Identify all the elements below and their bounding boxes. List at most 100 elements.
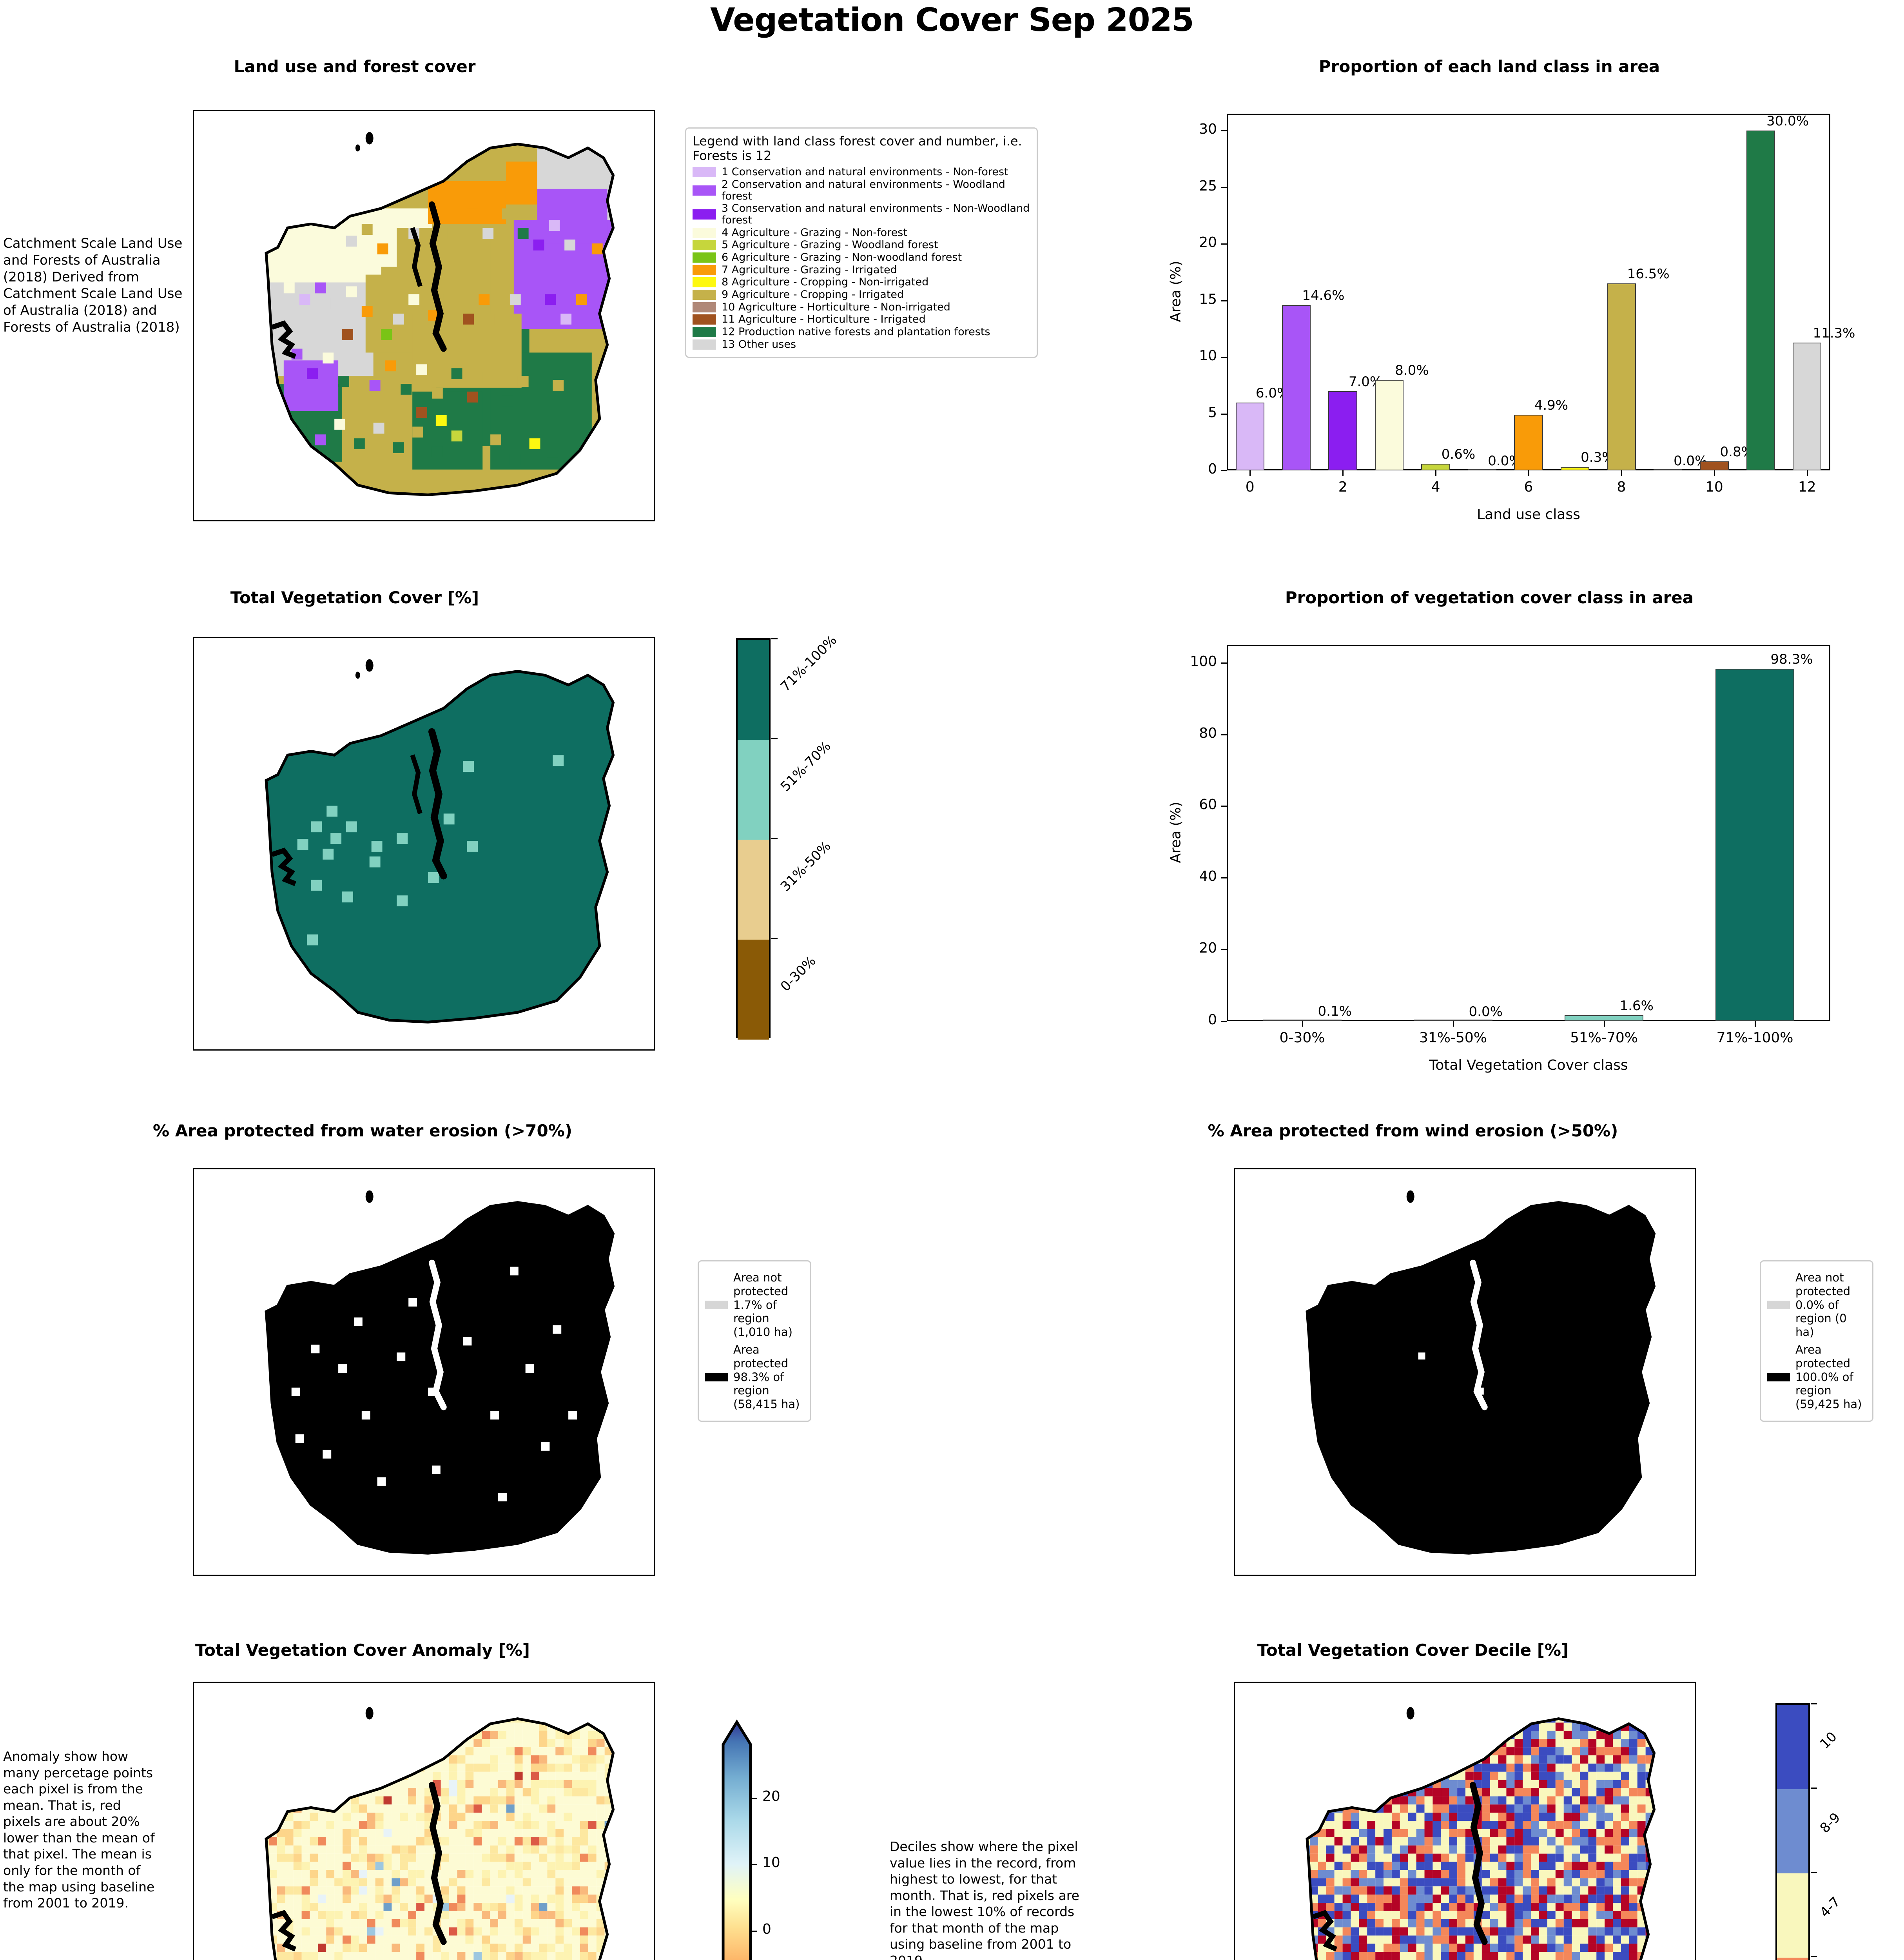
bar[interactable] (1282, 305, 1311, 470)
bar[interactable] (1235, 402, 1264, 470)
y-axis-tick (1221, 413, 1227, 415)
decile-colorbar-tick (1811, 1872, 1817, 1873)
bar[interactable] (1715, 669, 1794, 1021)
map-ytick (193, 1391, 194, 1392)
legend-color-swatch (693, 209, 716, 220)
x-axis-tick (1249, 470, 1251, 476)
land-use-map[interactable] (193, 110, 655, 521)
land-use-legend-item[interactable]: 1 Conservation and natural environments … (693, 166, 1030, 178)
bar[interactable] (1514, 415, 1543, 470)
land-use-legend-item[interactable]: 13 Other uses (693, 339, 1030, 350)
x-axis-tick-label: 0 (1245, 479, 1255, 495)
y-axis-tick-label: 80 (1199, 725, 1217, 741)
map-ytick (1234, 1391, 1235, 1392)
bar[interactable] (1793, 342, 1822, 470)
land-use-legend-item[interactable]: 12 Production native forests and plantat… (693, 326, 1030, 338)
bar[interactable] (1560, 467, 1590, 470)
land-use-legend-item[interactable]: 11 Agriculture - Horticulture - Irrigate… (693, 314, 1030, 325)
legend-item-label: 2 Conservation and natural environments … (722, 178, 1005, 202)
x-axis-tick-label: 71%-100% (1716, 1030, 1793, 1046)
veg-cover-colorbar-tick (771, 638, 778, 639)
veg-cover-map[interactable] (193, 637, 655, 1051)
anomaly-map[interactable] (193, 1682, 655, 1960)
wind-erosion-legend-item[interactable]: Area protected 100.0% of region (59,425 … (1767, 1343, 1866, 1411)
bar[interactable] (1263, 1020, 1342, 1021)
legend-color-swatch (705, 1372, 728, 1381)
bar[interactable] (1421, 463, 1450, 470)
water-erosion-legend-item[interactable]: Area protected 98.3% of region (58,415 h… (705, 1343, 804, 1411)
map-ytick (193, 334, 194, 336)
land-use-legend-item[interactable]: 6 Agriculture - Grazing - Non-woodland f… (693, 252, 1030, 263)
x-axis-tick-label: 8 (1617, 479, 1626, 495)
decile-explain-note: Deciles show where the pixel value lies … (890, 1839, 1079, 1960)
bar-value-label: 11.3% (1813, 325, 1855, 341)
decile-map[interactable] (1234, 1682, 1696, 1960)
x-axis-tick (1302, 1021, 1303, 1027)
y-axis-tick (1221, 877, 1227, 879)
decile-colorbar-segment (1777, 1873, 1808, 1958)
bar[interactable] (1746, 131, 1775, 470)
bar-value-label: 98.3% (1770, 652, 1813, 668)
land-use-legend-item[interactable]: 10 Agriculture - Horticulture - Non-irri… (693, 301, 1030, 313)
legend-color-swatch (705, 1300, 728, 1309)
legend-item-label: 11 Agriculture - Horticulture - Irrigate… (722, 313, 926, 326)
decile-colorbar-label: 4-7 (1817, 1894, 1844, 1920)
y-axis-tick-label: 100 (1190, 653, 1217, 670)
legend-item-label: Area not protected 1.7% of region (1,010… (733, 1271, 793, 1339)
land-use-legend-item[interactable]: 4 Agriculture - Grazing - Non-forest (693, 227, 1030, 239)
land-use-legend-item[interactable]: 5 Agriculture - Grazing - Woodland fores… (693, 239, 1030, 251)
legend-color-swatch (1767, 1372, 1790, 1381)
veg-cover-colorbar[interactable] (736, 638, 771, 1040)
map-xtick (245, 1575, 246, 1576)
decile-map-graphic (1306, 1707, 1656, 1960)
map-xtick (245, 520, 246, 521)
legend-color-swatch (693, 314, 716, 325)
bar[interactable] (1700, 461, 1729, 470)
bar[interactable] (1653, 469, 1683, 470)
land-use-legend-item[interactable]: 7 Agriculture - Grazing - Irrigated (693, 264, 1030, 276)
veg-cover-bar-chart[interactable]: Area (%) Total Vegetation Cover class 0.… (1144, 631, 1850, 1094)
bar[interactable] (1328, 391, 1357, 470)
x-axis-tick (1603, 1021, 1605, 1027)
wind-erosion-legend-item[interactable]: Area not protected 0.0% of region (0 ha) (1767, 1271, 1866, 1339)
x-axis-tick-label: 0-30% (1279, 1030, 1325, 1046)
y-axis-tick-label: 20 (1199, 940, 1217, 956)
water-erosion-map[interactable] (193, 1168, 655, 1576)
bar[interactable] (1467, 469, 1497, 470)
x-axis-tick-label: 6 (1524, 479, 1533, 495)
water-erosion-legend-item[interactable]: Area not protected 1.7% of region (1,010… (705, 1271, 804, 1339)
wind-erosion-legend[interactable]: Area not protected 0.0% of region (0 ha)… (1760, 1260, 1873, 1422)
wind-erosion-map-graphic (1306, 1190, 1656, 1555)
land-use-legend-item[interactable]: 9 Agriculture - Cropping - Irrigated (693, 289, 1030, 301)
x-axis-tick-label: 2 (1338, 479, 1347, 495)
bar-value-label: 0.0% (1469, 1004, 1503, 1020)
bar[interactable] (1565, 1015, 1643, 1021)
bar[interactable] (1414, 1020, 1492, 1021)
y-axis-tick-label: 15 (1199, 291, 1217, 307)
land-class-chart-title: Proportion of each land class in area (1318, 57, 1660, 76)
map-xtick (457, 520, 458, 521)
land-use-legend-item[interactable]: 3 Conservation and natural environments … (693, 203, 1030, 226)
land-use-legend-item[interactable]: 8 Agriculture - Cropping - Non-irrigated (693, 276, 1030, 288)
y-axis-tick-label: 40 (1199, 868, 1217, 885)
wind-erosion-map[interactable] (1234, 1168, 1696, 1576)
decile-colorbar-segment (1777, 1789, 1808, 1873)
y-axis-tick (1221, 1021, 1227, 1022)
bar[interactable] (1375, 379, 1404, 470)
anomaly-colorbar-tick (751, 1797, 757, 1799)
bar[interactable] (1607, 283, 1636, 470)
veg-cover-colorbar-segment (738, 840, 769, 940)
legend-item-label: 9 Agriculture - Cropping - Irrigated (722, 289, 904, 301)
decile-colorbar[interactable] (1775, 1703, 1810, 1960)
land-use-legend[interactable]: Legend with land class forest cover and … (685, 127, 1038, 358)
y-axis-tick (1221, 130, 1227, 132)
legend-color-swatch (693, 327, 716, 337)
map-xtick (1286, 1575, 1287, 1576)
decile-colorbar-tick (1811, 1788, 1817, 1789)
map-ytick (193, 240, 194, 241)
water-erosion-legend[interactable]: Area not protected 1.7% of region (1,010… (698, 1260, 811, 1422)
land-class-bar-chart[interactable]: Area (%) Land use class 6.0% 14.6% 7.0% 8.0… (1144, 100, 1855, 535)
land-use-legend-item[interactable]: 2 Conservation and natural environments … (693, 178, 1030, 202)
map-ytick (1234, 1726, 1235, 1727)
decile-colorbar-label: 8-9 (1817, 1809, 1844, 1836)
